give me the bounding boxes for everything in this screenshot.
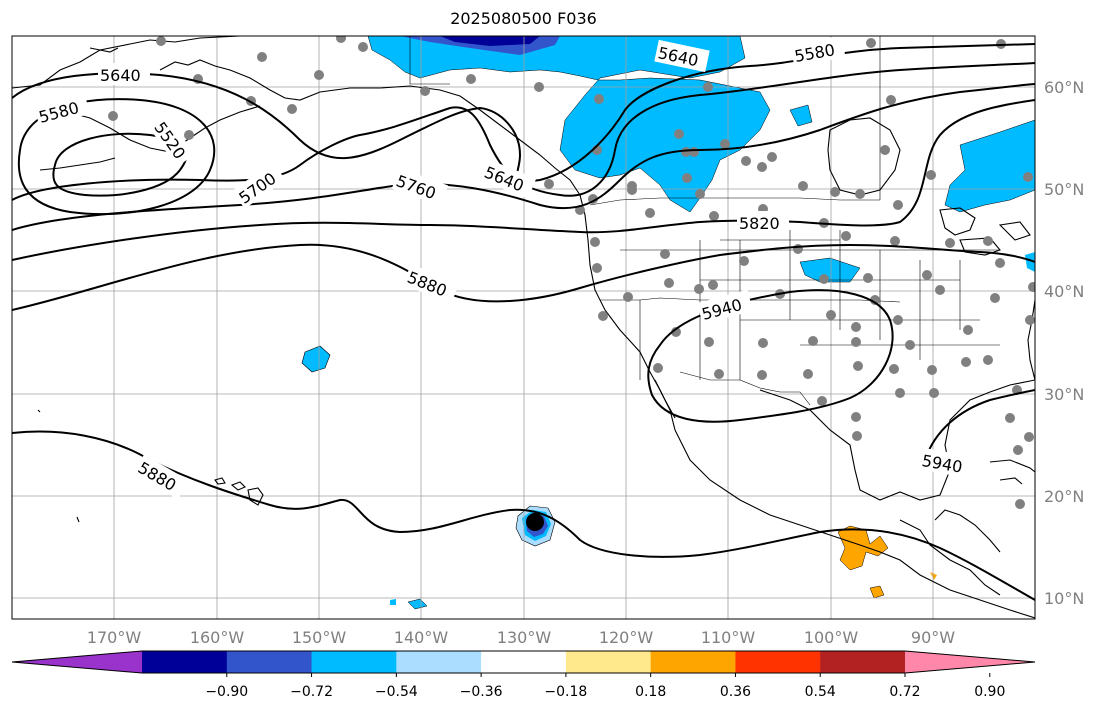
colorbar-segment xyxy=(820,651,906,673)
lon-tick-label: 160°W xyxy=(190,628,245,647)
lat-tick-label: 60°N xyxy=(1044,78,1084,97)
lon-tick-label: 150°W xyxy=(292,628,347,647)
political-borders xyxy=(409,36,1000,406)
lat-tick-label: 50°N xyxy=(1044,180,1084,199)
longitude-axis: 170°W 160°W 150°W 140°W 130°W 120°W 110°… xyxy=(87,628,955,647)
contour-label-5820: 5820 xyxy=(739,214,780,233)
colorbar-outline xyxy=(11,650,1036,674)
colorbar-tick-label: −0.18 xyxy=(544,684,587,700)
colorbar-segment xyxy=(226,651,313,673)
colorbar-extend-low xyxy=(12,651,142,673)
lon-tick-label: 140°W xyxy=(394,628,449,647)
lon-tick-label: 130°W xyxy=(497,628,552,647)
colorbar-tick-label: −0.72 xyxy=(290,684,333,700)
lon-tick-label: 120°W xyxy=(599,628,654,647)
contour-label-5640-nw: 5640 xyxy=(100,66,141,85)
colorbar: −0.90 −0.72 −0.54 −0.36 −0.18 0.18 0.36 0.54 0.7… xyxy=(11,650,1036,700)
colorbar-tick-label: −0.54 xyxy=(375,684,418,700)
map-plot-area: 5640 5580 5520 5700 5760 5640 5640 5580 … xyxy=(12,36,1035,619)
colorbar-tick-label: 0.54 xyxy=(805,684,836,700)
graticule xyxy=(12,36,1035,619)
latitude-axis: 10°N 20°N 30°N 40°N 50°N 60°N xyxy=(1044,78,1084,608)
hurricane-center-marker xyxy=(526,513,544,531)
colorbar-tick-label: 0.36 xyxy=(720,684,751,700)
map-title: 2025080500 F036 xyxy=(450,9,597,28)
colorbar-segment xyxy=(142,651,228,673)
colorbar-segment xyxy=(565,651,652,673)
colorbar-tick-label: 0.18 xyxy=(635,684,666,700)
lon-tick-label: 90°W xyxy=(911,628,955,647)
colorbar-segment xyxy=(311,651,397,673)
map-frame xyxy=(11,35,1036,620)
lat-tick-label: 30°N xyxy=(1044,385,1084,404)
colorbar-segment xyxy=(481,651,567,673)
colorbar-tick-label: 0.90 xyxy=(974,684,1005,700)
coastlines xyxy=(12,36,1035,619)
station-markers xyxy=(108,36,1035,509)
lon-tick-label: 100°W xyxy=(804,628,859,647)
colorbar-tick-label: −0.36 xyxy=(460,684,503,700)
colorbar-tick-label: −0.90 xyxy=(205,684,248,700)
colorbar-tick-label: 0.72 xyxy=(889,684,920,700)
colorbar-extend-high xyxy=(905,651,1035,673)
colorbar-segment xyxy=(650,651,736,673)
lat-tick-label: 10°N xyxy=(1044,589,1084,608)
lon-tick-label: 170°W xyxy=(87,628,142,647)
lat-tick-label: 20°N xyxy=(1044,487,1084,506)
colorbar-segment xyxy=(396,651,482,673)
colorbar-segment xyxy=(735,651,821,673)
lon-tick-label: 110°W xyxy=(701,628,756,647)
lat-tick-label: 40°N xyxy=(1044,282,1084,301)
